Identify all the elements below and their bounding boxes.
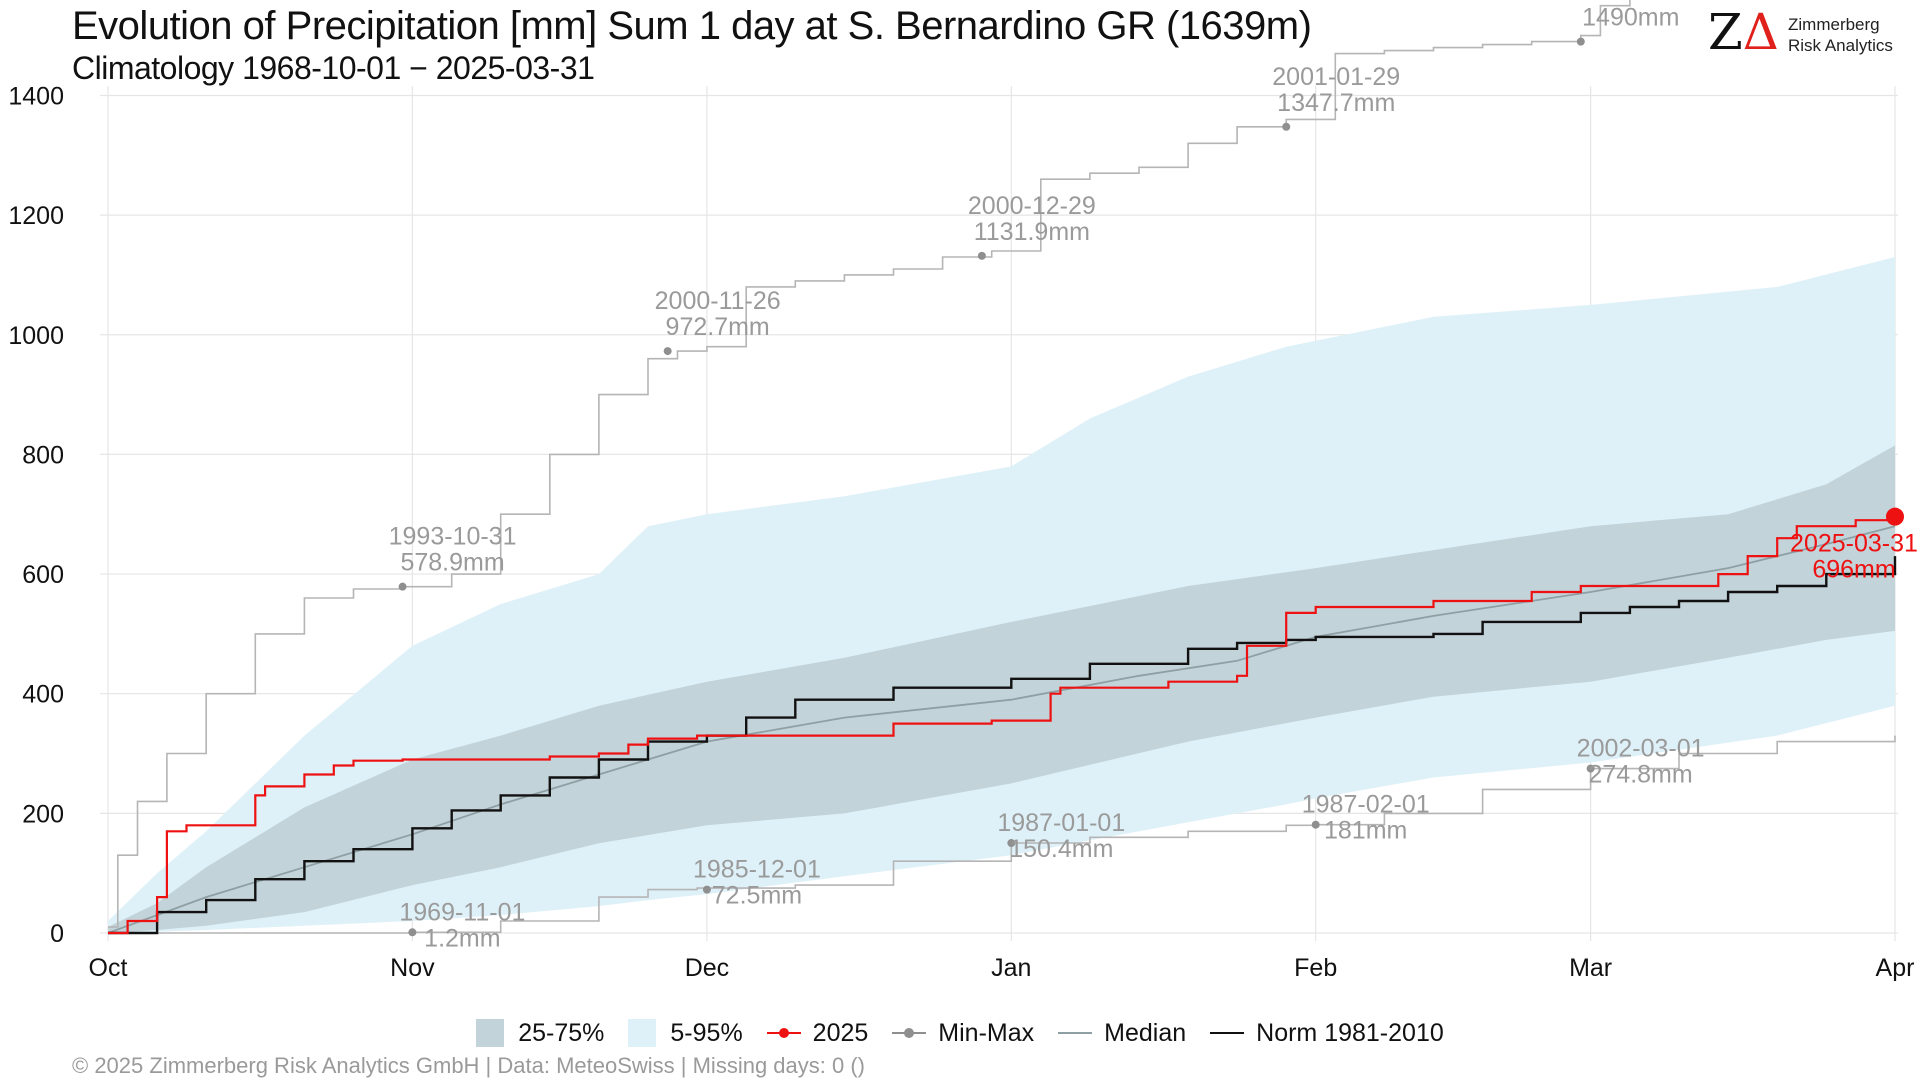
x-tick-label: Oct <box>89 954 128 982</box>
min-point <box>1007 839 1016 848</box>
min-point <box>1586 764 1595 773</box>
legend-label-norm: Norm 1981-2010 <box>1256 1018 1444 1047</box>
min-date-label: 2002-03-01 <box>1577 735 1705 763</box>
min-value-label: 150.4mm <box>1009 835 1113 863</box>
current-value-label: 696mm <box>1812 556 1895 584</box>
logo-mark-z: Z <box>1708 3 1743 61</box>
y-tick-label: 800 <box>22 441 64 469</box>
legend-item-norm: Norm 1981-2010 <box>1210 1019 1444 1048</box>
series-2025-line <box>108 516 1897 935</box>
min-date-label: 1987-01-01 <box>997 809 1125 837</box>
max-point <box>663 347 672 356</box>
chart-title: Evolution of Precipitation [mm] Sum 1 da… <box>72 4 1312 48</box>
max-date-label: 1993-10-31 <box>389 523 517 551</box>
max-point <box>977 251 986 260</box>
legend-item-q5_95: 5-95% <box>628 1018 743 1048</box>
max-value-label: 1131.9mm <box>974 218 1090 246</box>
max-date-label: 2000-11-26 <box>655 287 781 315</box>
logo-mark: ZΔ <box>1708 6 1779 58</box>
series-min-line <box>108 735 1896 934</box>
legend-marker-minmax <box>892 1028 927 1038</box>
max-date-label: 2000-12-29 <box>968 192 1096 220</box>
max-point <box>1282 122 1291 131</box>
x-tick-label: Feb <box>1294 954 1337 982</box>
y-tick-label: 200 <box>22 800 64 828</box>
min-point <box>1311 820 1320 829</box>
max-value-label: 578.9mm <box>400 549 504 577</box>
legend-label-median: Median <box>1104 1018 1187 1047</box>
legend-marker-median <box>1058 1032 1093 1034</box>
max-value-label: 972.7mm <box>666 313 770 341</box>
legend-item-median: Median <box>1058 1019 1186 1048</box>
y-tick-label: 600 <box>22 561 64 589</box>
series-max-line <box>108 0 1631 928</box>
logo-mark-delta: Δ <box>1742 3 1779 61</box>
legend-marker-norm <box>1210 1032 1245 1034</box>
axis-tick-labels: 02004006008001000120014001600OctNovDecJa… <box>8 82 1915 982</box>
legend-item-q25_75: 25-75% <box>476 1019 604 1048</box>
series-norm-line <box>108 556 1897 935</box>
legend-swatch-q25_75 <box>476 1019 505 1047</box>
legend: 25-75% 5-95% 2025 Min-Max Median Norm 1981-20… <box>0 1016 1920 1050</box>
series-lines <box>107 0 1897 935</box>
x-tick-label: Dec <box>685 954 729 982</box>
min-date-label: 1987-02-01 <box>1302 791 1430 819</box>
y-tick-label: 1400 <box>8 82 64 110</box>
x-tick-label: Mar <box>1569 954 1612 982</box>
legend-label-q25_75: 25-75% <box>518 1018 605 1047</box>
x-tick-label: Jan <box>991 954 1031 982</box>
series-median-line <box>107 525 1896 934</box>
max-date-label: 2001-02-28 <box>1567 0 1695 6</box>
y-tick-label: 400 <box>22 681 64 709</box>
max-value-label: 1490mm <box>1582 4 1679 32</box>
legend-swatch-q5_95 <box>628 1019 657 1047</box>
legend-label-minmax: Min-Max <box>938 1018 1035 1047</box>
logo-line-1: Zimmerberg <box>1788 15 1880 34</box>
y-tick-label: 1000 <box>8 322 64 350</box>
min-value-label: 181mm <box>1324 817 1407 845</box>
x-tick-label: Apr <box>1876 954 1915 982</box>
min-date-label: 1985-12-01 <box>693 856 821 884</box>
legend-label-q5_95: 5-95% <box>670 1018 743 1047</box>
percentile-bands <box>108 257 1895 933</box>
min-value-label: 72.5mm <box>712 882 802 910</box>
band-25-75 <box>108 445 1895 933</box>
y-tick-label: 0 <box>50 920 64 948</box>
min-value-label: 274.8mm <box>1589 761 1693 789</box>
current-value-dot <box>1886 507 1904 526</box>
legend-label-y2025: 2025 <box>812 1018 869 1047</box>
legend-marker-y2025 <box>766 1028 801 1038</box>
logo-text: Zimmerberg Risk Analytics <box>1788 14 1893 56</box>
footer-credits: © 2025 Zimmerberg Risk Analytics GmbH | … <box>72 1053 865 1078</box>
min-point <box>702 885 711 894</box>
max-date-label: 2001-01-29 <box>1272 63 1400 91</box>
logo-line-2: Risk Analytics <box>1788 36 1893 55</box>
legend-item-minmax: Min-Max <box>892 1019 1034 1048</box>
min-value-label: 1.2mm <box>424 924 500 952</box>
current-date-label: 2025-03-31 <box>1790 530 1918 558</box>
max-point <box>398 582 407 591</box>
max-value-label: 1347.7mm <box>1277 89 1395 117</box>
chart-subtitle: Climatology 1968-10-01 − 2025-03-31 <box>72 50 595 86</box>
legend-item-y2025: 2025 <box>766 1018 869 1048</box>
logo: ZΔ Zimmerberg Risk Analytics <box>1708 6 1908 60</box>
x-tick-label: Nov <box>390 954 435 982</box>
min-point <box>408 928 417 937</box>
max-point <box>1576 37 1585 46</box>
min-date-label: 1969-11-01 <box>399 898 525 926</box>
y-tick-label: 1200 <box>8 202 64 230</box>
